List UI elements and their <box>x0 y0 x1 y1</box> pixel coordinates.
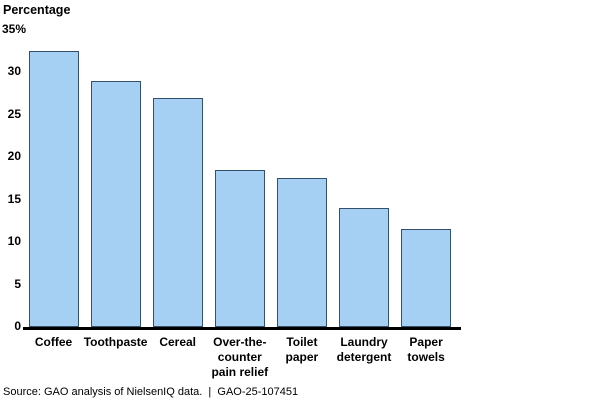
x-axis-label-over-the-counter-pain-relief: Over-the- counter pain relief <box>211 335 269 379</box>
y-tick-label-30: 30 <box>7 64 21 79</box>
bar-toilet-paper <box>276 178 327 327</box>
bar-over-the-counter-pain-relief <box>214 170 265 327</box>
x-axis-label-laundry-detergent: Laundry detergent <box>336 335 392 364</box>
bar-toothpaste <box>90 81 141 327</box>
x-axis-label-paper-towels: Paper towels <box>407 335 445 364</box>
x-axis-label-coffee: Coffee <box>34 335 73 349</box>
y-axis-title: Percentage <box>3 3 71 17</box>
y-tick-label-25: 25 <box>7 106 21 121</box>
x-axis-label-toothpaste: Toothpaste <box>83 335 148 349</box>
bar-paper-towels <box>401 229 452 327</box>
bar-cereal <box>152 98 203 327</box>
x-axis-line <box>23 327 461 330</box>
y-tick-label-35: 35% <box>2 21 27 36</box>
bar-laundry-detergent <box>339 208 389 327</box>
x-axis-label-toilet-paper: Toilet paper <box>285 335 319 364</box>
bar-coffee <box>28 51 79 327</box>
y-tick-label-15: 15 <box>7 191 21 206</box>
y-tick-label-10: 10 <box>7 234 21 249</box>
source-note: Source: GAO analysis of NielsenIQ data. … <box>3 386 299 398</box>
y-tick-label-5: 5 <box>14 276 21 291</box>
x-axis-label-cereal: Cereal <box>159 335 197 349</box>
y-tick-label-20: 20 <box>7 149 21 164</box>
y-tick-label-0: 0 <box>14 319 21 333</box>
